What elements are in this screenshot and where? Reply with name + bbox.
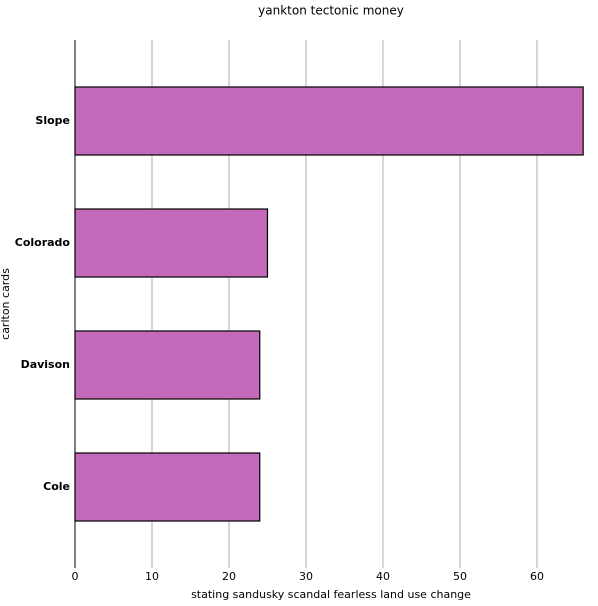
x-tick-label: 0	[72, 570, 79, 583]
bar	[74, 452, 261, 522]
x-tick-label: 30	[299, 570, 313, 583]
x-tick-label: 60	[530, 570, 544, 583]
bar	[74, 330, 261, 400]
y-axis-label: carlton cards	[0, 268, 12, 340]
x-axis-label: stating sandusky scandal fearless land u…	[191, 588, 471, 601]
y-tick-label: Slope	[35, 114, 70, 127]
bar	[74, 86, 584, 156]
x-tick-label: 10	[145, 570, 159, 583]
y-tick-label: Colorado	[15, 236, 71, 249]
chart-title: yankton tectonic money	[258, 4, 404, 18]
y-tick-label: Davison	[21, 358, 70, 371]
x-tick-label: 20	[222, 570, 236, 583]
bar	[74, 208, 269, 278]
x-tick-label: 40	[376, 570, 390, 583]
x-tick-label: 50	[453, 570, 467, 583]
y-tick-label: Cole	[43, 480, 70, 493]
